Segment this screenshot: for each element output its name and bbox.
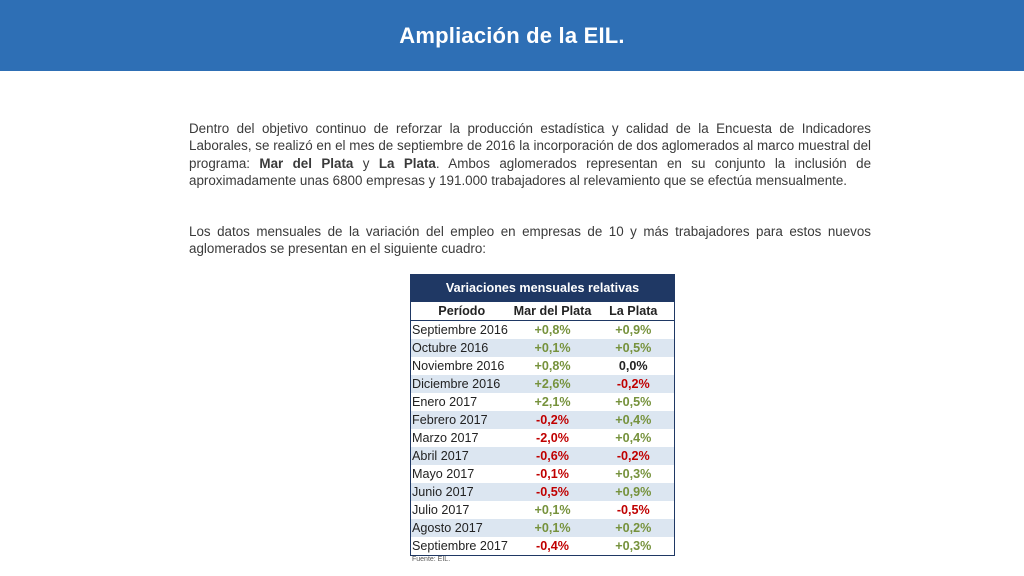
table-title: Variaciones mensuales relativas xyxy=(409,274,676,302)
period-cell: Diciembre 2016 xyxy=(410,375,513,393)
la-plata-value: +0,3% xyxy=(592,465,676,483)
la-plata-value: +0,9% xyxy=(592,320,676,339)
table-row: Noviembre 2016 +0,8% 0,0% xyxy=(410,357,676,375)
la-plata-value: -0,2% xyxy=(592,447,676,465)
mar-del-plata-value: -0,5% xyxy=(512,483,593,501)
intro-text-b: . Ambos aglomerados representan en su co… xyxy=(189,155,872,189)
period-cell: Abril 2017 xyxy=(410,447,513,465)
period-cell: Junio 2017 xyxy=(410,483,513,501)
column-header-period: Período xyxy=(410,301,513,321)
la-plata-value: +0,4% xyxy=(592,429,676,447)
period-cell: Julio 2017 xyxy=(410,501,513,519)
page-title: Ampliación de la EIL. xyxy=(399,22,625,48)
mar-del-plata-value: +2,6% xyxy=(512,375,593,393)
body-text: Dentro del objetivo continuo de reforzar… xyxy=(189,120,871,257)
intro-paragraph: Dentro del objetivo continuo de reforzar… xyxy=(189,120,871,190)
table-row: Septiembre 2016 +0,8% +0,9% xyxy=(410,320,676,339)
la-plata-value: +0,5% xyxy=(592,339,676,357)
period-cell: Septiembre 2017 xyxy=(410,537,513,556)
mar-del-plata-value: +0,8% xyxy=(512,357,593,375)
column-header-la-plata: La Plata xyxy=(592,301,676,321)
la-plata-value: +0,3% xyxy=(592,537,676,556)
period-cell: Enero 2017 xyxy=(410,393,513,411)
la-plata-value: -0,5% xyxy=(592,501,676,519)
mar-del-plata-value: -0,4% xyxy=(512,537,593,556)
period-cell: Octubre 2016 xyxy=(410,339,513,357)
period-cell: Febrero 2017 xyxy=(410,411,513,429)
period-cell: Mayo 2017 xyxy=(410,465,513,483)
table-row: Enero 2017 +2,1% +0,5% xyxy=(410,393,676,411)
table-row: Mayo 2017 -0,1% +0,3% xyxy=(410,465,676,483)
mar-del-plata-value: +0,1% xyxy=(512,339,593,357)
period-cell: Agosto 2017 xyxy=(410,519,513,537)
mar-del-plata-value: +0,8% xyxy=(512,320,593,339)
table-row: Abril 2017 -0,6% -0,2% xyxy=(410,447,676,465)
title-bar: Ampliación de la EIL. xyxy=(0,0,1024,71)
mar-del-plata-value: +0,1% xyxy=(512,501,593,519)
column-header-mar-del-plata: Mar del Plata xyxy=(512,301,593,321)
source-note: Fuente: EIL. xyxy=(412,556,451,563)
la-plata-value: +0,5% xyxy=(592,393,676,411)
la-plata-value: +0,4% xyxy=(592,411,676,429)
mar-del-plata-value: -0,6% xyxy=(512,447,593,465)
intro-conjunction: y xyxy=(353,155,379,171)
city-la-plata: La Plata xyxy=(378,155,436,171)
la-plata-value: 0,0% xyxy=(592,357,676,375)
la-plata-value: -0,2% xyxy=(592,375,676,393)
table-row: Octubre 2016 +0,1% +0,5% xyxy=(410,339,676,357)
table-body: Septiembre 2016 +0,8% +0,9% Octubre 2016 +0,… xyxy=(410,320,676,556)
mar-del-plata-value: -0,2% xyxy=(512,411,593,429)
intro-text-a: Dentro del objetivo continuo de reforzar… xyxy=(189,121,871,171)
table-row: Agosto 2017 +0,1% +0,2% xyxy=(410,519,676,537)
period-cell: Marzo 2017 xyxy=(410,429,513,447)
city-mar-del-plata: Mar del Plata xyxy=(259,155,354,171)
la-plata-value: +0,9% xyxy=(592,483,676,501)
la-plata-value: +0,2% xyxy=(592,519,676,537)
table-row: Junio 2017 -0,5% +0,9% xyxy=(410,483,676,501)
table-row: Julio 2017 +0,1% -0,5% xyxy=(410,501,676,519)
table-row: Febrero 2017 -0,2% +0,4% xyxy=(410,411,676,429)
variations-table: Variaciones mensuales relativas Período … xyxy=(409,274,676,556)
mar-del-plata-value: -0,1% xyxy=(512,465,593,483)
period-cell: Septiembre 2016 xyxy=(410,320,513,339)
table-row: Marzo 2017 -2,0% +0,4% xyxy=(410,429,676,447)
table-row: Diciembre 2016 +2,6% -0,2% xyxy=(410,375,676,393)
mar-del-plata-value: +2,1% xyxy=(512,393,593,411)
mar-del-plata-value: +0,1% xyxy=(512,519,593,537)
mar-del-plata-value: -2,0% xyxy=(512,429,593,447)
table-row: Septiembre 2017 -0,4% +0,3% xyxy=(410,537,676,556)
table-intro-paragraph: Los datos mensuales de la variación del … xyxy=(189,223,871,257)
period-cell: Noviembre 2016 xyxy=(410,357,513,375)
